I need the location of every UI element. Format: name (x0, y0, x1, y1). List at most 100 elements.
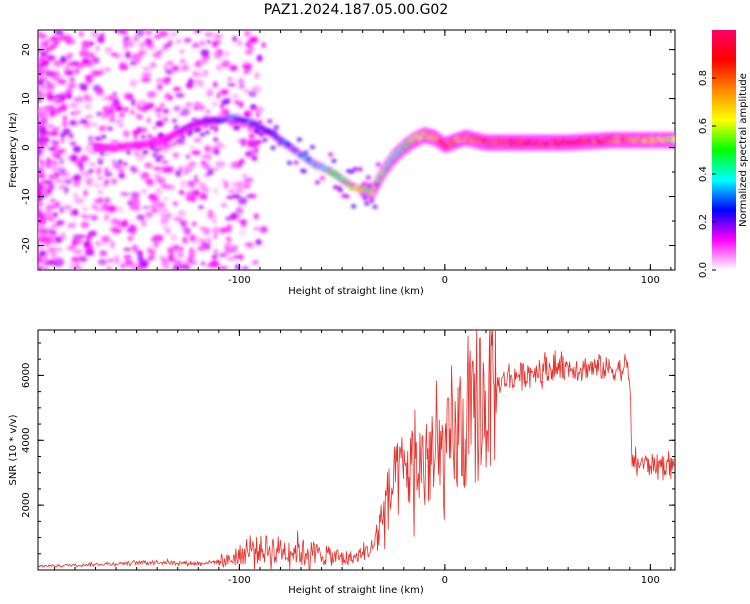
spectrogram-ridge-scatter (155, 157, 161, 162)
spectrogram-ridge-scatter (188, 129, 194, 134)
spectrogram-blob (156, 78, 162, 83)
spectrogram-ridge-scatter (157, 120, 163, 125)
spectrogram-blob (200, 104, 206, 111)
spectrogram-blob (94, 207, 103, 212)
spectrogram-ridge-scatter (337, 188, 343, 193)
spectrogram-ridge-scatter (303, 150, 309, 155)
spectrogram-blob (81, 58, 91, 66)
spectrogram-blob (213, 233, 218, 239)
spectrogram-blob (129, 79, 138, 87)
spectrogram-ridge-scatter (199, 132, 205, 137)
spectrogram-blob (69, 76, 76, 83)
spectrogram-blob (174, 258, 183, 264)
spectrogram-blob (46, 94, 55, 101)
spectrogram-blob (167, 246, 172, 254)
spectrogram-blob (40, 160, 46, 167)
spectrogram-blob (38, 79, 45, 86)
y-tick-label: 10 (21, 92, 32, 105)
spectrogram-blob (91, 203, 98, 210)
spectrogram-blob (62, 115, 68, 123)
spectrogram-blob (179, 246, 184, 252)
spectrogram-blob (193, 42, 199, 48)
spectrogram-blob (95, 111, 104, 117)
spectrogram-blob (151, 208, 158, 213)
spectrogram-ridge-scatter (249, 134, 255, 139)
spectrogram-blob (218, 266, 229, 270)
spectrogram-blob (65, 87, 73, 95)
spectrogram-blob (130, 98, 137, 107)
spectrogram-blob (40, 51, 46, 58)
spectrogram-blob (80, 44, 90, 49)
spectrogram-blob (65, 93, 72, 99)
spectrogram-blob (78, 31, 85, 37)
spectrogram-blob (50, 250, 57, 259)
colorbar-tick-label: 0.6 (698, 118, 709, 134)
colorbar-tick-label: 0.0 (698, 262, 709, 278)
spectrogram-blob (84, 74, 93, 81)
spectrogram-blob (178, 219, 188, 224)
spectrogram-blob (138, 50, 144, 57)
spectrogram-blob (207, 167, 214, 174)
spectrogram-blob (167, 94, 173, 101)
spectrogram-blob (129, 53, 140, 62)
spectrogram-ridge-scatter (250, 104, 256, 109)
spectrogram-blob (38, 34, 46, 39)
spectrogram-blob (160, 165, 170, 174)
spectrogram-blob (69, 133, 74, 139)
spectrogram-blob (194, 236, 203, 244)
spectrogram-blob (104, 213, 110, 219)
spectrogram-blob (180, 64, 190, 72)
spectrogram-blob (187, 255, 193, 264)
spectrogram-blob (105, 67, 111, 72)
spectrogram-blob (104, 197, 111, 204)
y-tick-label: -10 (21, 188, 32, 204)
spectrogram-blob (244, 177, 254, 184)
spectrogram-blob (77, 161, 85, 169)
spectrogram-blob (51, 212, 59, 218)
spectrogram-blob (156, 177, 166, 184)
spectrogram-blob (38, 183, 44, 192)
spectrogram-blob (46, 55, 53, 60)
spectrogram-blob (200, 160, 207, 165)
spectrogram-blob (44, 204, 53, 212)
spectrogram-blob (162, 226, 172, 231)
spectrogram-ridge-scatter (234, 100, 240, 105)
spectrogram-blob (84, 114, 94, 119)
spectrogram-blob (244, 151, 252, 158)
spectrogram-blob (80, 214, 86, 218)
spectrogram-ridge-scatter (122, 162, 128, 167)
spectrogram-blob (38, 245, 44, 249)
spectrogram-blob (39, 251, 47, 257)
spectrogram-blob (78, 50, 87, 57)
spectrogram-blob (84, 245, 94, 251)
spectrogram-blob (110, 218, 119, 225)
spectrogram-blob (237, 197, 248, 205)
spectrogram-blob (191, 221, 197, 226)
spectrogram-blob (38, 257, 43, 263)
spectrogram-blob (83, 189, 88, 197)
spectrogram-blob (50, 224, 60, 228)
spectrogram-blob (106, 266, 112, 270)
spectrogram-blob (73, 248, 83, 255)
spectrogram-blob (212, 218, 217, 224)
spectrogram-blob (78, 255, 87, 262)
spectrogram-blob (52, 203, 57, 208)
spectrogram-ridge-scatter (328, 152, 334, 157)
spectrogram-blob (103, 171, 113, 177)
spectrogram-blob (171, 244, 180, 250)
spectrogram-blob (97, 258, 108, 266)
spectrogram-blob (172, 201, 178, 206)
spectrogram-blob (59, 31, 65, 37)
spectrogram-blob (236, 181, 244, 188)
spectrogram-blob (163, 197, 169, 201)
spectrogram-blob (242, 173, 248, 179)
spectrogram-blob (146, 247, 152, 254)
spectrogram-blob (80, 155, 89, 163)
spectrogram-blob (253, 139, 263, 145)
spectrogram-blob (130, 197, 140, 206)
spectrogram-blob (38, 147, 43, 155)
spectrogram-blob (245, 40, 252, 49)
spectrogram-blob (155, 147, 163, 151)
spectrogram-blob (188, 250, 196, 258)
spectrogram-x-axis-label: Height of straight line (km) (288, 286, 424, 297)
